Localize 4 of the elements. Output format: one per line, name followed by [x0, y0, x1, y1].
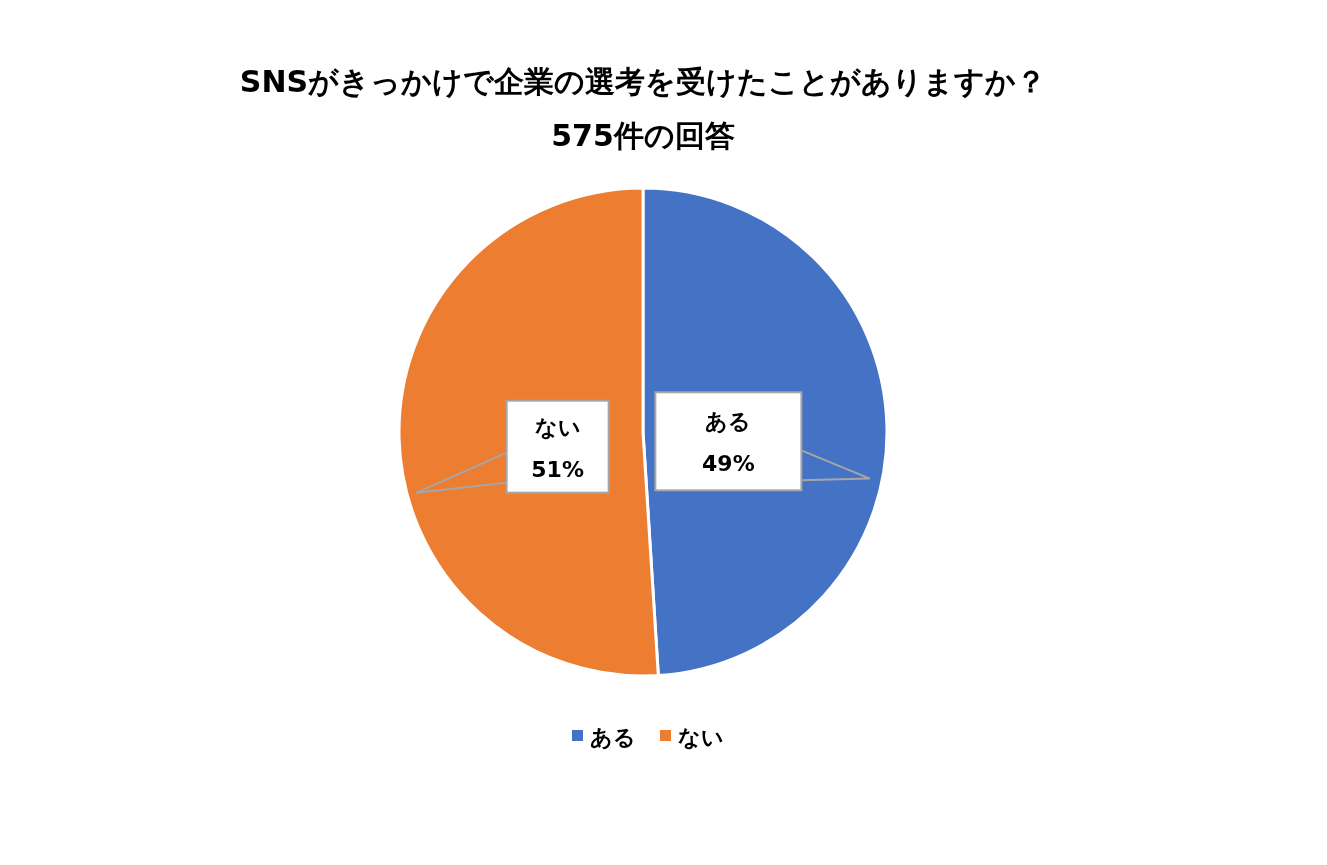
chart-title: SNSがきっかけで企業の選考を受けたことがありますか？ — [239, 64, 1047, 99]
legend-label: ない — [678, 725, 724, 750]
legend-label: ある — [590, 725, 636, 750]
chart-subtitle: 575件の回答 — [551, 118, 735, 153]
